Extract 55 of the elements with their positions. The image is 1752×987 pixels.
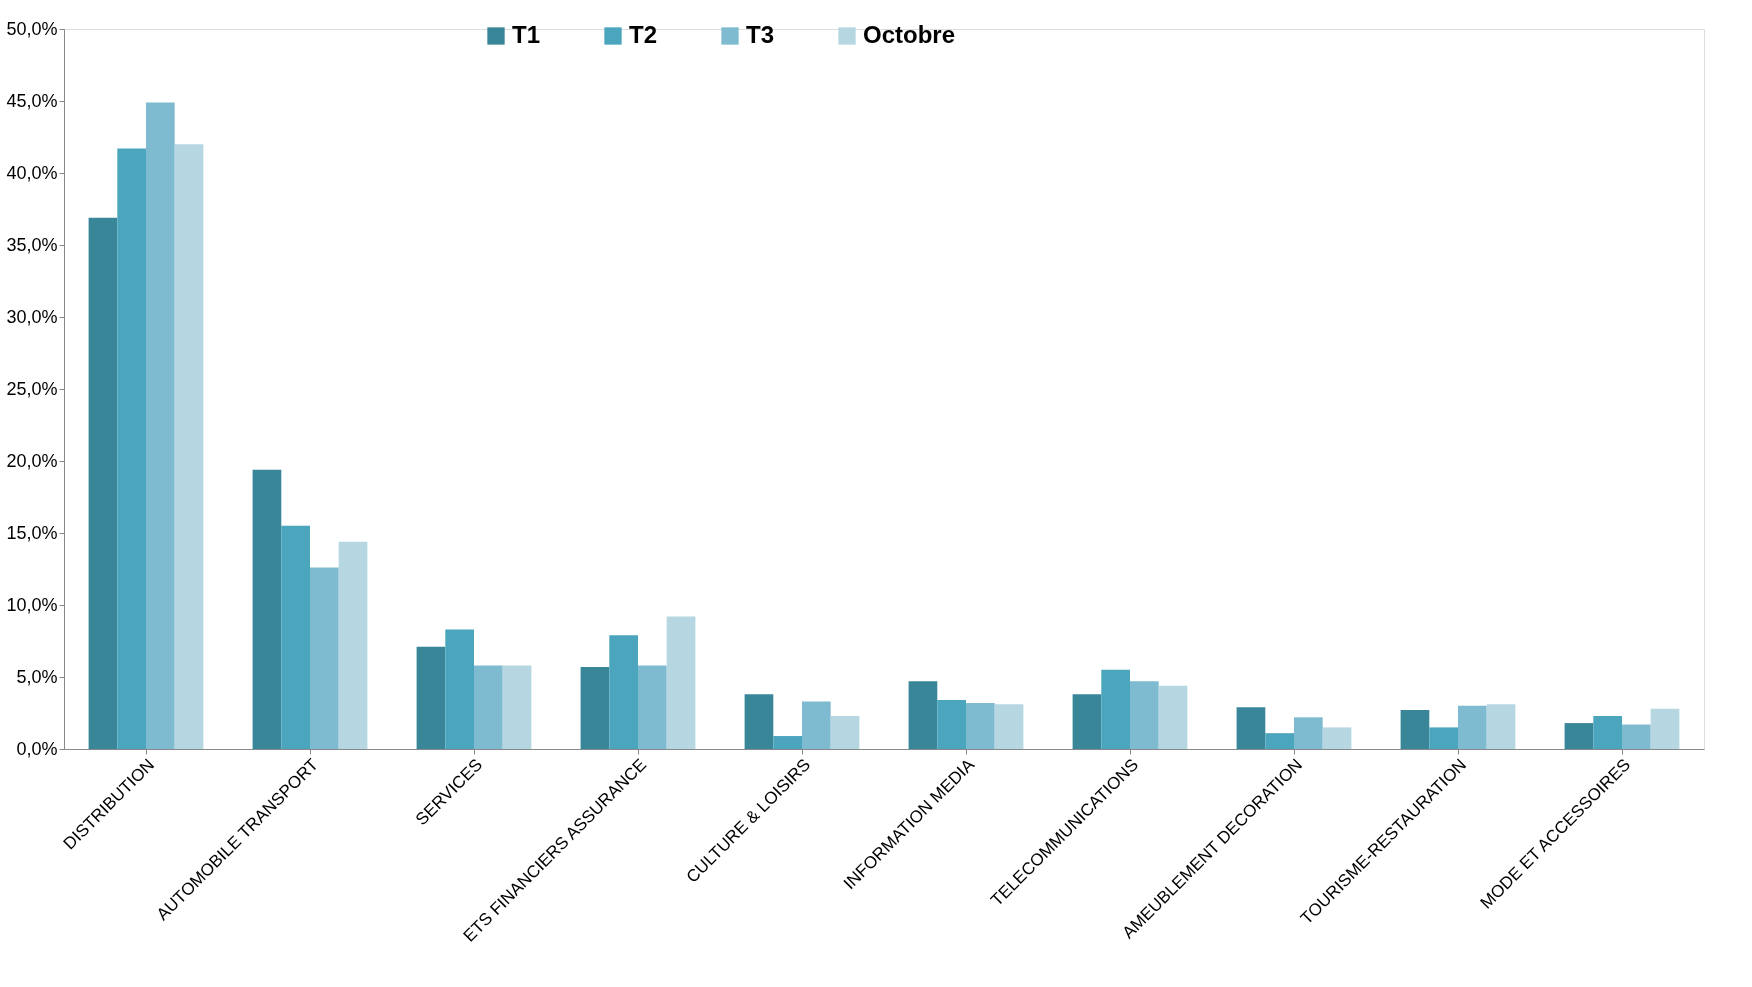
bar [609, 635, 638, 749]
bar [966, 702, 995, 749]
bar [502, 665, 532, 749]
bar [338, 541, 368, 749]
legend-label: T2 [629, 21, 658, 48]
bar [1294, 717, 1323, 749]
bar [1400, 710, 1430, 749]
bar [802, 701, 831, 749]
bar [1486, 704, 1516, 749]
y-tick-label: 15,0% [6, 522, 58, 543]
bar [174, 144, 204, 749]
bar [474, 665, 503, 749]
bar [416, 646, 446, 749]
legend-label: T1 [512, 21, 541, 48]
bar [580, 666, 610, 749]
y-tick-label: 20,0% [6, 450, 58, 471]
bar [937, 700, 966, 749]
y-tick-label: 45,0% [6, 90, 58, 111]
legend-label: Octobre [863, 21, 956, 48]
bar [310, 567, 339, 749]
y-tick-label: 30,0% [6, 306, 58, 327]
bar [666, 616, 696, 749]
y-tick-label: 35,0% [6, 234, 58, 255]
bar [1593, 715, 1622, 749]
y-tick-label: 50,0% [6, 18, 58, 39]
bar [744, 694, 774, 749]
bar [1564, 723, 1594, 749]
bar [281, 525, 310, 749]
bar [1650, 708, 1680, 749]
bar [830, 715, 860, 749]
bar [1072, 694, 1102, 749]
bar [146, 102, 175, 749]
bar [1130, 681, 1159, 749]
y-tick-label: 5,0% [16, 666, 58, 687]
bar [1236, 707, 1266, 749]
bar [252, 469, 282, 749]
bar [88, 217, 118, 749]
y-tick-label: 40,0% [6, 162, 58, 183]
bar [1158, 685, 1188, 749]
bar [994, 704, 1024, 749]
bar [1265, 733, 1294, 749]
bar [1429, 727, 1458, 749]
bar [445, 629, 474, 749]
bar [1101, 669, 1130, 749]
legend-label: T3 [746, 21, 775, 48]
bar [1622, 724, 1651, 749]
y-tick-label: 25,0% [6, 378, 58, 399]
bar [1458, 705, 1487, 749]
bar [638, 665, 667, 749]
bar [1322, 727, 1352, 749]
bar [773, 736, 802, 749]
bar [117, 148, 146, 749]
bar [908, 681, 938, 749]
y-tick-label: 0,0% [16, 738, 58, 759]
y-tick-label: 10,0% [6, 594, 58, 615]
